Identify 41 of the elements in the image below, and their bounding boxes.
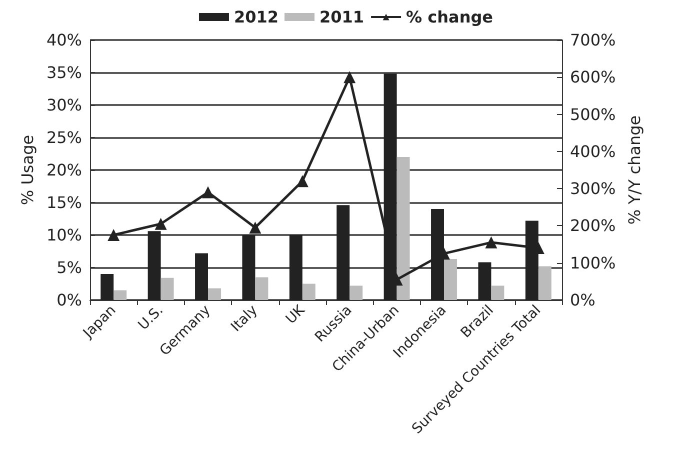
y2-tick-label: 300% bbox=[570, 179, 616, 198]
x-tick-label: U.S. bbox=[135, 302, 166, 334]
bar bbox=[302, 284, 316, 300]
y-tick-label: 35% bbox=[46, 63, 82, 82]
point bbox=[344, 71, 356, 84]
y-tick-label: 5% bbox=[56, 258, 82, 277]
bar bbox=[350, 286, 363, 300]
legend-label: % change bbox=[406, 8, 494, 26]
y-tick-label: 0% bbox=[56, 290, 82, 310]
point bbox=[154, 218, 167, 230]
legend-label: 2012 bbox=[234, 8, 279, 26]
point bbox=[108, 229, 120, 241]
bar bbox=[396, 157, 410, 300]
y2-tick-label: 600% bbox=[570, 68, 616, 87]
y-tick-label: 15% bbox=[46, 193, 82, 212]
x-tick-label: UK bbox=[283, 302, 309, 328]
legend-label: 2011 bbox=[320, 8, 364, 26]
y2-tick-label: 0% bbox=[570, 290, 596, 310]
y2-tick-label: 500% bbox=[570, 104, 616, 124]
bar bbox=[538, 266, 552, 300]
point bbox=[485, 236, 498, 248]
y-tick-label: 20% bbox=[46, 160, 82, 180]
bar bbox=[160, 278, 174, 300]
bar bbox=[208, 288, 221, 300]
point bbox=[202, 186, 214, 198]
bar bbox=[255, 277, 268, 300]
y2-tick-label: 100% bbox=[570, 253, 616, 272]
y-tick-label: 30% bbox=[46, 96, 82, 114]
y-tick-label: 40% bbox=[46, 30, 82, 50]
bar bbox=[114, 290, 127, 300]
bar bbox=[444, 259, 457, 300]
y-tick-label: 10% bbox=[46, 226, 82, 244]
point bbox=[296, 175, 308, 188]
y2-tick-label: 200% bbox=[570, 216, 616, 236]
y2-tick-label: 700% bbox=[570, 30, 616, 50]
bar bbox=[491, 286, 504, 300]
y2-axis-title: % Y/Y change bbox=[625, 115, 644, 225]
y2-tick-label: 400% bbox=[570, 142, 616, 161]
y-axis-title: % Usage bbox=[18, 134, 38, 206]
point bbox=[249, 222, 262, 234]
y-tick-label: 25% bbox=[46, 128, 82, 147]
